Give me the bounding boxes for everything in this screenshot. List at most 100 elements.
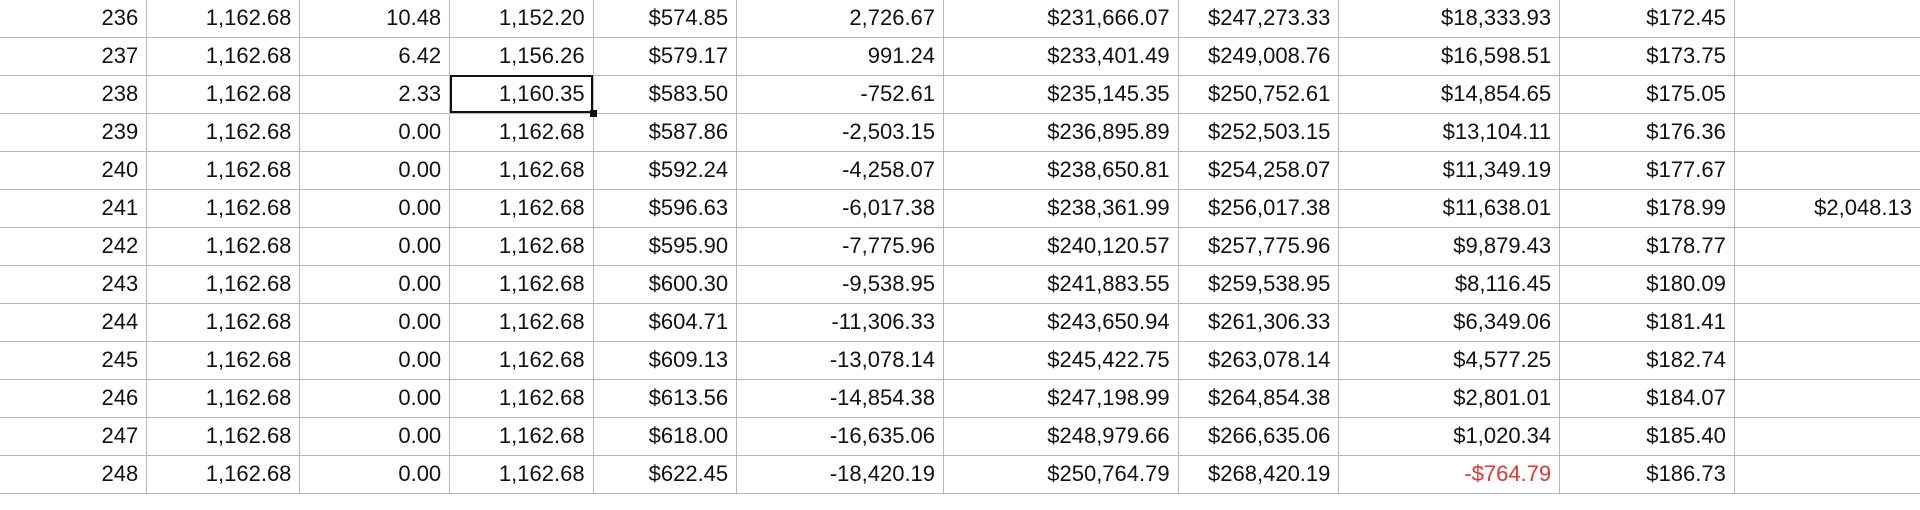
balance-cell[interactable]: $250,764.79 <box>943 455 1179 494</box>
payment-cell[interactable]: 1,162.68 <box>146 341 301 380</box>
difference-cell[interactable]: -2,503.15 <box>736 113 945 152</box>
table-row[interactable]: 238 1,162.68 2.33 1,160.35 $583.50 -752.61 $23… <box>0 75 1920 117</box>
difference-cell[interactable]: -11,306.33 <box>736 303 945 342</box>
monthly-cell[interactable]: $177.67 <box>1559 151 1735 190</box>
payment-cell[interactable]: 1,162.68 <box>146 227 301 266</box>
balance-cell[interactable]: $231,666.07 <box>943 0 1179 38</box>
amount-cell[interactable]: $604.71 <box>593 303 738 342</box>
monthly-cell[interactable]: $181.41 <box>1559 303 1735 342</box>
remaining-cell[interactable]: $13,104.11 <box>1338 113 1561 152</box>
remaining-cell[interactable]: $1,020.34 <box>1338 417 1561 456</box>
table-row[interactable]: 246 1,162.68 0.00 1,162.68 $613.56 -14,854.38… <box>0 379 1920 418</box>
extra-cell[interactable] <box>1734 341 1920 380</box>
amount-cell[interactable]: $622.45 <box>593 455 738 494</box>
total-cell[interactable]: $254,258.07 <box>1178 151 1340 190</box>
monthly-cell[interactable]: $172.45 <box>1559 0 1735 38</box>
principal-cell[interactable]: 1,162.68 <box>449 189 594 228</box>
monthly-cell[interactable]: $184.07 <box>1559 379 1735 418</box>
table-row[interactable]: 245 1,162.68 0.00 1,162.68 $609.13 -13,078.14… <box>0 341 1920 380</box>
payment-cell[interactable]: 1,162.68 <box>146 189 301 228</box>
total-cell[interactable]: $256,017.38 <box>1178 189 1340 228</box>
difference-cell[interactable]: -18,420.19 <box>736 455 945 494</box>
table-row[interactable]: 243 1,162.68 0.00 1,162.68 $600.30 -9,538.95 $… <box>0 265 1920 304</box>
principal-cell[interactable]: 1,162.68 <box>449 265 594 304</box>
monthly-cell[interactable]: $178.99 <box>1559 189 1735 228</box>
difference-cell[interactable]: -14,854.38 <box>736 379 945 418</box>
row-number-cell[interactable]: 240 <box>0 151 148 190</box>
principal-cell[interactable]: 1,162.68 <box>449 379 594 418</box>
remaining-cell[interactable]: $2,801.01 <box>1338 379 1561 418</box>
amount-cell[interactable]: $609.13 <box>593 341 738 380</box>
extra-cell[interactable] <box>1734 265 1920 304</box>
row-number-cell[interactable]: 237 <box>0 37 148 76</box>
difference-cell[interactable]: -6,017.38 <box>736 189 945 228</box>
balance-cell[interactable]: $235,145.35 <box>943 75 1179 114</box>
interest-cell[interactable]: 0.00 <box>299 455 451 494</box>
amount-cell[interactable]: $587.86 <box>593 113 738 152</box>
balance-cell[interactable]: $240,120.57 <box>943 227 1179 266</box>
extra-cell[interactable] <box>1734 151 1920 190</box>
interest-cell[interactable]: 0.00 <box>299 151 451 190</box>
monthly-cell[interactable]: $176.36 <box>1559 113 1735 152</box>
remaining-cell[interactable]: $14,854.65 <box>1338 75 1561 114</box>
amount-cell[interactable]: $583.50 <box>593 75 738 114</box>
extra-cell[interactable] <box>1734 37 1920 76</box>
monthly-cell[interactable]: $185.40 <box>1559 417 1735 456</box>
principal-cell[interactable]: 1,162.68 <box>449 417 594 456</box>
table-row[interactable]: 236 1,162.68 10.48 1,152.20 $574.85 2,726.67 $… <box>0 0 1920 38</box>
remaining-cell[interactable]: -$764.79 <box>1338 455 1561 494</box>
interest-cell[interactable]: 0.00 <box>299 303 451 342</box>
total-cell[interactable]: $250,752.61 <box>1178 75 1340 114</box>
row-number-cell[interactable]: 246 <box>0 379 148 418</box>
extra-cell[interactable] <box>1734 113 1920 152</box>
interest-cell[interactable]: 2.33 <box>299 75 451 114</box>
total-cell[interactable]: $257,775.96 <box>1178 227 1340 266</box>
principal-cell[interactable]: 1,162.68 <box>449 341 594 380</box>
payment-cell[interactable]: 1,162.68 <box>146 379 301 418</box>
interest-cell[interactable]: 0.00 <box>299 341 451 380</box>
interest-cell[interactable]: 0.00 <box>299 417 451 456</box>
selected-cell[interactable]: 1,160.35 <box>449 75 597 117</box>
principal-cell[interactable]: 1,156.26 <box>449 37 594 76</box>
monthly-cell[interactable]: $178.77 <box>1559 227 1735 266</box>
row-number-cell[interactable]: 242 <box>0 227 148 266</box>
table-row[interactable]: 240 1,162.68 0.00 1,162.68 $592.24 -4,258.07 $… <box>0 151 1920 190</box>
row-number-cell[interactable]: 245 <box>0 341 148 380</box>
amount-cell[interactable]: $574.85 <box>593 0 738 38</box>
extra-cell[interactable] <box>1734 303 1920 342</box>
remaining-cell[interactable]: $6,349.06 <box>1338 303 1561 342</box>
difference-cell[interactable]: -16,635.06 <box>736 417 945 456</box>
interest-cell[interactable]: 10.48 <box>299 0 451 38</box>
fill-handle[interactable] <box>589 109 597 117</box>
amount-cell[interactable]: $618.00 <box>593 417 738 456</box>
row-number-cell[interactable]: 238 <box>0 75 148 114</box>
payment-cell[interactable]: 1,162.68 <box>146 75 301 114</box>
principal-cell[interactable]: 1,162.68 <box>449 303 594 342</box>
payment-cell[interactable]: 1,162.68 <box>146 37 301 76</box>
table-row[interactable]: 242 1,162.68 0.00 1,162.68 $595.90 -7,775.96 $… <box>0 227 1920 266</box>
amount-cell[interactable]: $595.90 <box>593 227 738 266</box>
extra-cell[interactable] <box>1734 227 1920 266</box>
total-cell[interactable]: $247,273.33 <box>1178 0 1340 38</box>
interest-cell[interactable]: 0.00 <box>299 265 451 304</box>
remaining-cell[interactable]: $11,349.19 <box>1338 151 1561 190</box>
balance-cell[interactable]: $238,361.99 <box>943 189 1179 228</box>
total-cell[interactable]: $268,420.19 <box>1178 455 1340 494</box>
interest-cell[interactable]: 6.42 <box>299 37 451 76</box>
remaining-cell[interactable]: $11,638.01 <box>1338 189 1561 228</box>
difference-cell[interactable]: -4,258.07 <box>736 151 945 190</box>
total-cell[interactable]: $266,635.06 <box>1178 417 1340 456</box>
table-row[interactable]: 241 1,162.68 0.00 1,162.68 $596.63 -6,017.38 $… <box>0 189 1920 228</box>
extra-cell[interactable] <box>1734 455 1920 494</box>
principal-cell[interactable]: 1,162.68 <box>449 455 594 494</box>
total-cell[interactable]: $252,503.15 <box>1178 113 1340 152</box>
row-number-cell[interactable]: 244 <box>0 303 148 342</box>
payment-cell[interactable]: 1,162.68 <box>146 0 301 38</box>
payment-cell[interactable]: 1,162.68 <box>146 417 301 456</box>
principal-cell[interactable]: 1,162.68 <box>449 227 594 266</box>
total-cell[interactable]: $261,306.33 <box>1178 303 1340 342</box>
table-row[interactable]: 237 1,162.68 6.42 1,156.26 $579.17 991.24 $233… <box>0 37 1920 76</box>
balance-cell[interactable]: $233,401.49 <box>943 37 1179 76</box>
balance-cell[interactable]: $243,650.94 <box>943 303 1179 342</box>
monthly-cell[interactable]: $182.74 <box>1559 341 1735 380</box>
